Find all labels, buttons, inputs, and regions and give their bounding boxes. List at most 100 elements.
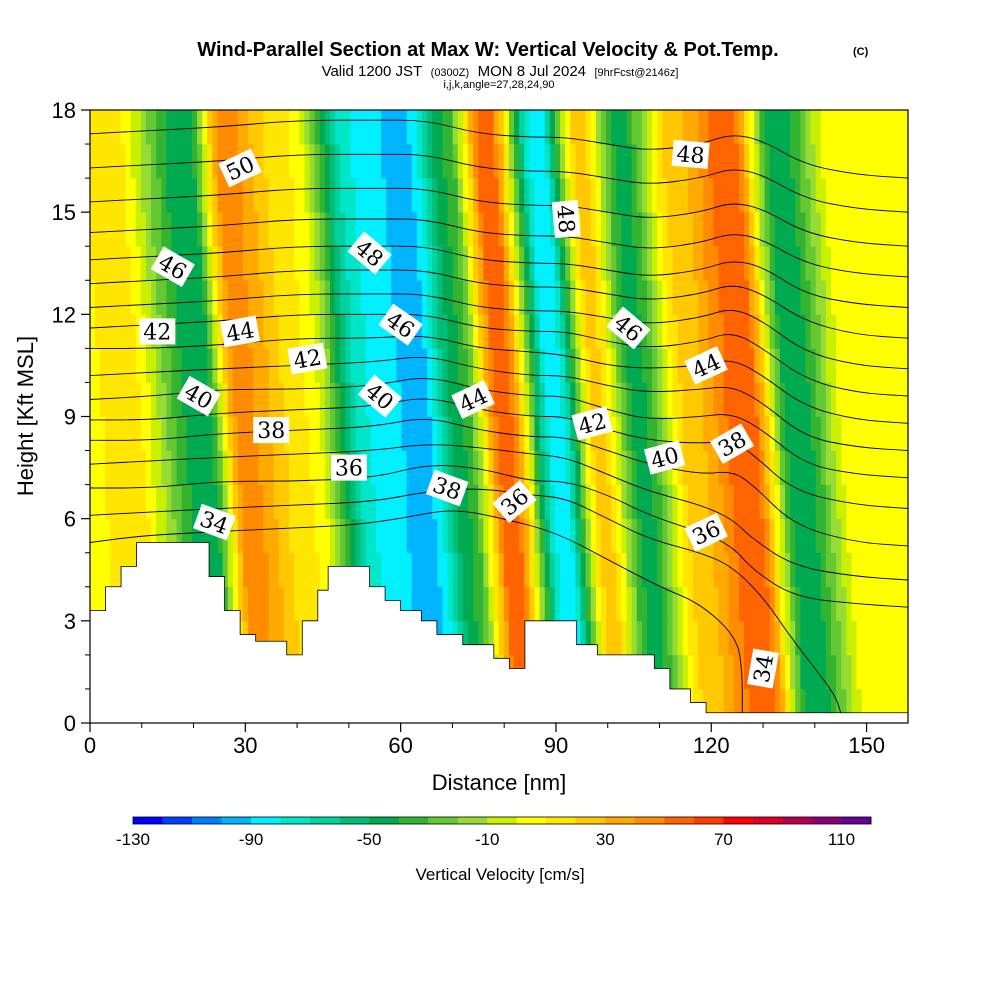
velocity-cell	[560, 279, 566, 315]
velocity-cell	[877, 518, 883, 554]
velocity-cell	[329, 382, 336, 417]
velocity-cell	[130, 416, 137, 451]
velocity-cell	[519, 143, 525, 179]
velocity-cell	[646, 416, 653, 451]
velocity-cell	[646, 382, 653, 417]
velocity-cell	[887, 279, 893, 315]
velocity-cell	[478, 279, 484, 315]
velocity-cell	[161, 416, 167, 451]
velocity-cell	[447, 382, 454, 417]
velocity-cell	[396, 450, 403, 485]
velocity-cell	[478, 110, 484, 145]
velocity-cell	[396, 518, 403, 554]
velocity-cell	[110, 416, 116, 451]
colorbar-label: 110	[828, 830, 855, 849]
velocity-cell	[335, 314, 341, 349]
velocity-cell	[800, 518, 807, 554]
velocity-cell	[243, 279, 249, 315]
velocity-cell	[442, 314, 449, 349]
velocity-cell	[749, 314, 755, 349]
velocity-cell	[733, 450, 740, 485]
velocity-cell	[861, 484, 868, 519]
contour-label: 38	[257, 419, 285, 444]
velocity-cell	[800, 279, 807, 315]
velocity-cell	[151, 110, 157, 145]
velocity-cell	[861, 518, 868, 554]
velocity-cell	[877, 348, 883, 383]
velocity-cell	[554, 450, 561, 485]
velocity-cell	[406, 518, 413, 554]
velocity-cell	[825, 620, 832, 656]
velocity-cell	[140, 484, 147, 519]
velocity-cell	[667, 416, 674, 451]
velocity-cell	[360, 314, 367, 349]
velocity-cell	[427, 211, 433, 247]
velocity-cell	[447, 348, 454, 383]
velocity-cell	[856, 654, 863, 690]
velocity-cell	[457, 143, 464, 179]
velocity-cell	[785, 279, 791, 315]
velocity-cell	[227, 348, 234, 383]
velocity-cell	[427, 484, 433, 519]
velocity-cell	[621, 279, 628, 315]
velocity-cell	[621, 518, 628, 554]
velocity-cell	[785, 110, 791, 145]
colorbar-swatch	[398, 817, 429, 824]
velocity-cell	[703, 314, 709, 349]
velocity-cell	[779, 416, 786, 451]
velocity-cell	[176, 314, 183, 349]
velocity-cell	[370, 177, 377, 213]
velocity-cell	[549, 484, 556, 519]
velocity-cell	[626, 586, 633, 622]
velocity-cell	[442, 518, 449, 554]
velocity-cell	[99, 484, 106, 519]
velocity-cell	[774, 416, 781, 451]
velocity-cell	[529, 552, 536, 588]
velocity-cell	[600, 314, 607, 349]
velocity-cell	[427, 110, 433, 145]
velocity-cell	[733, 348, 740, 383]
velocity-cell	[227, 177, 234, 213]
velocity-cell	[283, 110, 290, 145]
velocity-cell	[805, 450, 812, 485]
velocity-cell	[764, 245, 771, 281]
velocity-cell	[682, 518, 689, 554]
velocity-cell	[457, 552, 464, 588]
velocity-cell	[115, 450, 121, 485]
velocity-cell	[539, 382, 546, 417]
velocity-cell	[529, 382, 536, 417]
velocity-cell	[616, 450, 622, 485]
velocity-cell	[677, 211, 684, 247]
velocity-cell	[493, 143, 500, 179]
velocity-cell	[340, 382, 346, 417]
velocity-cell	[744, 518, 750, 554]
velocity-cell	[887, 143, 893, 179]
velocity-cell	[877, 552, 883, 588]
velocity-cell	[222, 245, 229, 281]
velocity-cell	[687, 654, 694, 690]
velocity-cell	[304, 450, 311, 485]
velocity-cell	[810, 279, 817, 315]
velocity-cell	[283, 314, 290, 349]
velocity-cell	[790, 348, 796, 383]
velocity-cell	[457, 245, 464, 281]
contour-label-bg	[378, 303, 423, 346]
velocity-cell	[447, 279, 454, 315]
velocity-cell	[145, 177, 152, 213]
velocity-cell	[744, 348, 750, 383]
velocity-cell	[309, 143, 316, 179]
velocity-cell	[488, 416, 495, 451]
velocity-cell	[866, 211, 873, 247]
velocity-cell	[657, 314, 663, 349]
velocity-cell	[110, 279, 116, 315]
velocity-cell	[733, 143, 740, 179]
velocity-cell	[749, 688, 755, 723]
velocity-cell	[698, 211, 704, 247]
velocity-cell	[733, 586, 740, 622]
terrain-mask	[89, 542, 909, 724]
velocity-cell	[115, 552, 121, 588]
velocity-cell	[841, 416, 847, 451]
velocity-cell	[861, 314, 868, 349]
velocity-cell	[508, 177, 515, 213]
velocity-cell	[391, 484, 398, 519]
